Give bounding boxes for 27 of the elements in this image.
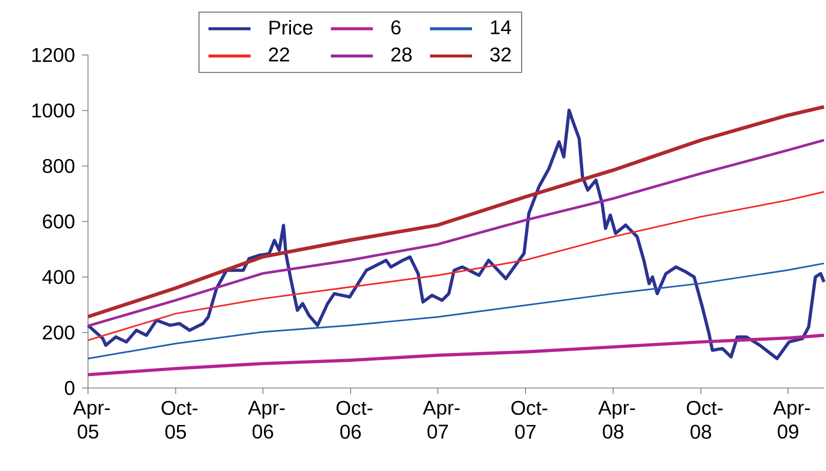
y-tick-label: 0 xyxy=(64,380,74,396)
line-series xyxy=(86,105,826,318)
x-tick-label: Oct-08 xyxy=(686,400,723,439)
line-series xyxy=(86,138,826,328)
line-series xyxy=(86,334,826,376)
legend-label: 14 xyxy=(491,20,512,34)
legend-label: 6 xyxy=(391,20,401,34)
legend-label: 22 xyxy=(268,48,290,62)
x-tick-label: Oct-07 xyxy=(511,400,548,439)
y-tick-label: 200 xyxy=(42,325,74,340)
x-tick-label: Apr-08 xyxy=(598,400,635,439)
y-tick-label: 800 xyxy=(42,158,74,174)
x-tick-label: Apr-06 xyxy=(248,400,285,439)
y-tick-label: 400 xyxy=(42,270,74,284)
line-series xyxy=(86,108,826,360)
x-tick-label: Apr-09 xyxy=(773,400,810,439)
y-tick-label: 1000 xyxy=(32,103,74,118)
y-tick-label: 600 xyxy=(42,214,74,229)
legend-label: Price xyxy=(270,20,312,35)
y-tick-label: 1200 xyxy=(32,48,74,62)
legend-label: 32 xyxy=(490,48,511,62)
x-tick-label: Oct-05 xyxy=(162,400,198,439)
x-tick-label: Apr-07 xyxy=(422,400,460,439)
x-tick-label: Apr-05 xyxy=(73,400,110,439)
line-series xyxy=(87,190,825,342)
legend-label: 28 xyxy=(391,48,412,62)
x-tick-label: Oct-06 xyxy=(336,400,372,439)
